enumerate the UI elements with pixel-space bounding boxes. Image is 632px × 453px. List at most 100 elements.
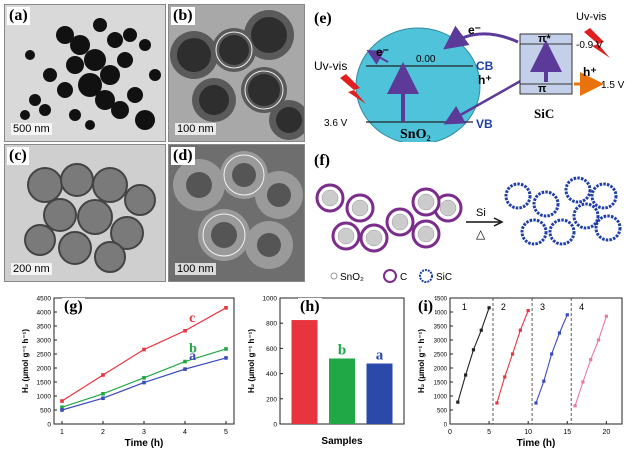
bar-c xyxy=(291,320,318,424)
sno2-core xyxy=(351,199,369,217)
uv-left-label: Uv-vis xyxy=(314,59,347,73)
data-point-b xyxy=(101,391,105,396)
data-point-c xyxy=(224,306,228,310)
data-point-a xyxy=(224,356,228,360)
legend-sno2-label: SnO₂ xyxy=(340,272,364,283)
lightning-left-icon xyxy=(340,74,366,104)
panel-label-b: (b) xyxy=(171,7,195,25)
y-tick-label: 3500 xyxy=(434,325,448,331)
y-tick-label: 1000 xyxy=(263,296,278,303)
synthesis-schematic: Si △ SnO₂ C SiC xyxy=(315,176,622,283)
chart-g: 0 500 1000 1500 2000 2500 3000 3500 4000 4500 H₂ (… xyxy=(21,296,235,449)
y-tick-label: 0 xyxy=(47,422,51,429)
cycle-point-2 xyxy=(518,328,522,332)
sic-shell xyxy=(504,182,532,210)
y-tick-label: 3000 xyxy=(37,338,52,345)
band-diagram-panel: Uv-vis Uv-vis e⁻ e⁻ h⁺ h⁺ CB VB 0.00 3.6… xyxy=(308,4,628,142)
data-point-c xyxy=(101,373,105,377)
electron-top-label: e⁻ xyxy=(468,23,481,37)
cycle-point-1 xyxy=(464,373,468,377)
y-tick-label: 200 xyxy=(266,396,277,403)
cycle-point-3 xyxy=(550,352,554,356)
data-point-c xyxy=(183,328,187,333)
cycle-point-4 xyxy=(589,358,593,362)
cycle-point-1 xyxy=(487,306,491,310)
x-axis-label: Samples xyxy=(321,436,363,447)
data-point-b xyxy=(224,347,228,351)
cycle-label-4: 4 xyxy=(579,302,584,312)
y-tick-label: 500 xyxy=(437,409,448,415)
cb-label: CB xyxy=(476,59,494,73)
panel-label-a: (a) xyxy=(7,7,30,25)
tem-panel-d: (d) 100 nm xyxy=(168,144,305,282)
sno2-carbon-chain xyxy=(315,183,463,253)
vb-label: VB xyxy=(476,117,493,131)
schematic-legend: SnO₂ C SiC xyxy=(330,269,452,283)
data-point-a xyxy=(60,408,64,412)
x-axis-label: Time (h) xyxy=(517,438,556,449)
x-tick-label: 0 xyxy=(448,429,452,436)
tem-image-b xyxy=(170,10,304,140)
cycle-point-4 xyxy=(596,338,601,342)
data-point-b xyxy=(142,376,146,380)
tem-panel-a: (a) 500 nm xyxy=(4,4,166,142)
y-tick-label: 800 xyxy=(266,321,277,328)
sic-vb-level-label: 1.5 V xyxy=(601,80,625,91)
scale-bar-a: 500 nm xyxy=(11,123,52,135)
cycle-label-3: 3 xyxy=(540,302,545,312)
y-axis-label: H₂ (μmol g⁻¹ h⁻¹) xyxy=(417,329,426,393)
bar-label-b: b xyxy=(338,342,346,358)
tem-image-d xyxy=(173,151,303,269)
y-tick-label: 0 xyxy=(444,423,448,429)
hole-transfer-arrow xyxy=(443,72,534,125)
sno2-core xyxy=(321,189,339,207)
cycle-point-4 xyxy=(573,404,577,408)
data-point-a xyxy=(183,367,187,371)
uv-right-label: Uv-vis xyxy=(576,11,607,23)
data-point-c xyxy=(142,347,146,352)
cycle-point-2 xyxy=(510,352,515,356)
y-axis-label: H₂ (μmol g⁻¹ h⁻¹) xyxy=(247,329,256,393)
y-tick-label: 2000 xyxy=(37,366,52,373)
x-tick-label: 5 xyxy=(487,429,491,436)
lightning-right-icon xyxy=(584,28,610,58)
y-axis-label: H₂ (μmol g⁻¹ h⁻¹) xyxy=(21,329,30,393)
sno2-core xyxy=(337,227,355,245)
panel-label-i: (i) xyxy=(416,298,436,316)
band-diagram: Uv-vis Uv-vis e⁻ e⁻ h⁺ h⁺ CB VB 0.00 3.6… xyxy=(314,11,625,142)
y-tick-label: 1000 xyxy=(434,395,448,401)
cycle-point-2 xyxy=(526,309,530,313)
y-tick-label: 0 xyxy=(273,422,277,429)
sic-shell xyxy=(532,190,560,218)
series-line-c xyxy=(61,307,227,402)
cycle-point-4 xyxy=(604,314,608,318)
tem-image-c xyxy=(24,163,156,273)
panel-label-g: (g) xyxy=(62,298,85,316)
sic-shell xyxy=(594,214,622,242)
y-tick-label: 4500 xyxy=(434,297,448,303)
y-tick-label: 3000 xyxy=(434,339,448,345)
chart-h: 0 200 400 600 800 1000 H₂ (μmol g⁻¹ h⁻¹) Sample… xyxy=(247,296,405,447)
legend-c-label: C xyxy=(400,272,407,283)
cycle-label-2: 2 xyxy=(501,302,506,312)
cycle-point-4 xyxy=(581,380,585,384)
reagent-label: Si xyxy=(476,207,486,219)
scale-bar-c: 200 nm xyxy=(11,263,52,275)
electron-transfer-arrow xyxy=(443,25,519,50)
electron-out-arrow xyxy=(366,50,389,65)
sic-label: SiC xyxy=(534,106,554,121)
data-point-a xyxy=(142,380,146,385)
cycle-point-3 xyxy=(565,313,569,317)
y-tick-label: 4000 xyxy=(434,311,448,317)
x-axis-label: Time (h) xyxy=(125,438,164,449)
sic-shell xyxy=(548,218,576,246)
panel-label-f: (f) xyxy=(312,152,332,170)
sic-shell xyxy=(564,176,592,204)
cycle-point-3 xyxy=(557,331,562,335)
chart-i: 0 500 1000 1500 2000 2500 3000 3500 4000 4500 H₂ (… xyxy=(417,297,623,449)
sic-hole-label: h⁺ xyxy=(583,65,597,79)
tem-panel-b: (b) 100 nm xyxy=(168,4,305,142)
chart-h-panel: 0 200 400 600 800 1000 H₂ (μmol g⁻¹ h⁻¹) Sample… xyxy=(244,290,410,450)
data-point-a xyxy=(101,396,105,401)
cycle-label-1: 1 xyxy=(462,302,467,312)
